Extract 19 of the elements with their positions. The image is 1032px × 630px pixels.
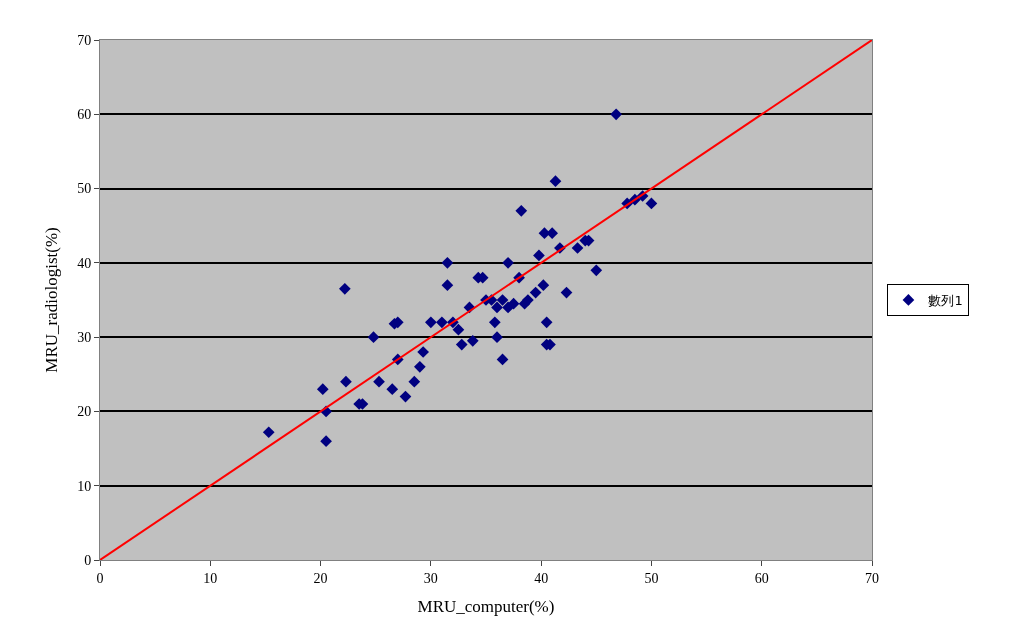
y-tick-label: 0	[84, 552, 92, 568]
x-tick-label: 30	[423, 570, 438, 586]
y-tick-label: 10	[77, 478, 92, 494]
y-tick-label: 70	[77, 32, 92, 48]
y-tick-label: 60	[77, 107, 92, 123]
x-tick-label: 40	[534, 570, 549, 586]
x-tick-label: 70	[865, 570, 879, 586]
x-tick-label: 50	[644, 570, 659, 586]
y-tick-label: 40	[77, 255, 92, 271]
y-tick-label: 50	[77, 181, 92, 197]
y-axis-title: MRU_radiologist(%)	[41, 227, 61, 373]
x-tick-label: 10	[203, 570, 218, 586]
y-tick-label: 30	[77, 330, 92, 346]
x-tick-label: 60	[754, 570, 769, 586]
x-axis-title: MRU_computer(%)	[417, 597, 555, 617]
y-tick-label: 20	[77, 404, 92, 420]
x-tick-label: 0	[96, 570, 104, 586]
legend-label: 數列1	[928, 293, 963, 309]
x-tick-label: 20	[313, 570, 328, 586]
